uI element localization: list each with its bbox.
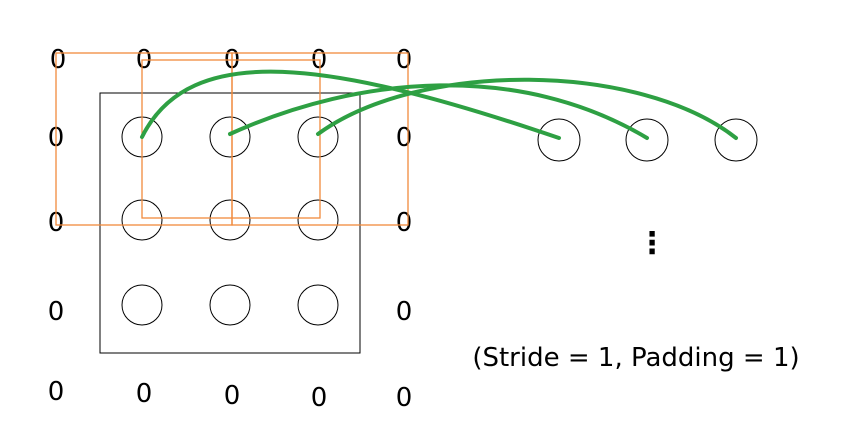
- connection-arc-3: [316, 77, 738, 140]
- input-neuron: [297, 116, 339, 158]
- padding-zero: 0: [48, 377, 65, 407]
- padding-zero: 0: [396, 45, 413, 75]
- input-neuron: [209, 284, 251, 326]
- more-outputs-ellipsis: ⋮: [637, 226, 667, 261]
- input-neuron: [297, 284, 339, 326]
- input-neuron: [121, 284, 163, 326]
- padding-zero: 0: [136, 379, 153, 409]
- input-neuron: [297, 199, 339, 241]
- output-neuron: [537, 118, 581, 162]
- input-neurons: [121, 116, 339, 326]
- connection-arc-1: [140, 69, 561, 140]
- padding-zero: 0: [50, 45, 67, 75]
- padding-zero: 0: [311, 383, 328, 413]
- padding-zeros: 0 0 0 0 0 0 0 0 0 0 0 0 0 0 0 0: [48, 45, 413, 413]
- input-neuron: [209, 199, 251, 241]
- padding-zero: 0: [396, 123, 413, 153]
- kernel-window-2: [141, 59, 321, 219]
- padding-zero: 0: [224, 381, 241, 411]
- padding-zero: 0: [396, 383, 413, 413]
- connections: [140, 69, 738, 140]
- kernel-windows: [55, 52, 409, 226]
- kernel-window-1: [55, 52, 233, 226]
- output-neuron: [625, 118, 669, 162]
- input-grid-border: [99, 92, 361, 354]
- padding-zero: 0: [396, 297, 413, 327]
- output-neuron: [714, 118, 758, 162]
- padding-zero: 0: [48, 297, 65, 327]
- padding-zero: 0: [396, 208, 413, 238]
- caption: (Stride = 1, Padding = 1): [472, 343, 799, 373]
- output-neurons: [537, 118, 758, 162]
- kernel-window-3: [231, 52, 409, 226]
- input-neuron: [209, 116, 251, 158]
